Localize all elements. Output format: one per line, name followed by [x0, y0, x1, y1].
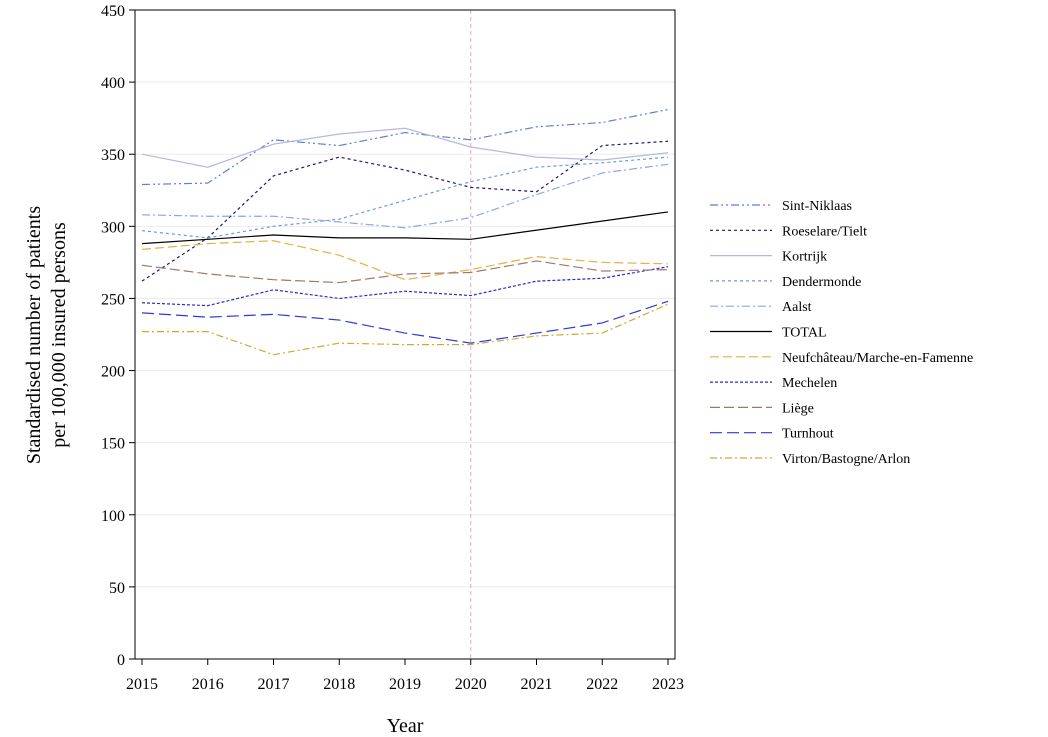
axes — [134, 9, 676, 660]
legend: Sint-Niklaas Roeselare/Tielt Kortrijk Dende… — [710, 199, 973, 467]
legend-label-8: Liège — [782, 401, 814, 416]
y-tick-label-100: 100 — [101, 508, 125, 525]
x-tick-label-2019: 2019 — [389, 676, 421, 693]
series-line-5 — [141, 211, 669, 245]
y-tick-label-50: 50 — [109, 580, 125, 597]
x-tick-label-2020: 2020 — [455, 676, 487, 693]
legend-label-7: Mechelen — [782, 376, 837, 391]
y-tick-label-350: 350 — [101, 147, 125, 164]
series-line-6 — [141, 240, 669, 281]
legend-label-0: Sint-Niklaas — [782, 199, 852, 214]
legend-label-5: TOTAL — [782, 326, 827, 341]
legend-label-9: Turnhout — [782, 427, 834, 442]
legend-label-1: Roeselare/Tielt — [782, 224, 867, 239]
x-axis-title: Year — [387, 715, 424, 737]
y-tick-label-250: 250 — [101, 291, 125, 308]
y-axis-title-line-2: per 100,000 insured persons — [48, 222, 70, 448]
legend-label-2: Kortrijk — [782, 250, 827, 265]
y-tick-label-300: 300 — [101, 219, 125, 236]
series-line-2 — [141, 127, 669, 168]
gridlines — [135, 9, 675, 588]
series-line-7 — [141, 266, 669, 307]
y-tick-label-450: 450 — [101, 3, 125, 20]
plot-frame — [134, 9, 676, 660]
legend-label-4: Aalst — [782, 300, 812, 315]
y-axis-title-line-1: Standardised number of patients — [23, 206, 45, 464]
legend-label-6: Neufchâteau/Marche-en-Famenne — [782, 351, 973, 366]
x-tick-label-2018: 2018 — [323, 676, 355, 693]
x-tick-label-2022: 2022 — [586, 676, 618, 693]
tick-labels: 0 50 100 150 200 250 300 350 400 450 2015 2016 2017 2… — [101, 3, 684, 693]
x-tick-label-2021: 2021 — [521, 676, 553, 693]
y-tick-label-150: 150 — [101, 436, 125, 453]
series-layer — [141, 108, 669, 356]
series-line-10 — [142, 303, 669, 356]
x-tick-label-2017: 2017 — [258, 676, 290, 693]
y-tick-label-200: 200 — [101, 364, 125, 381]
legend-label-10: Virton/Bastogne/Arlon — [782, 452, 910, 467]
series-line-4 — [141, 163, 669, 229]
x-tick-label-2016: 2016 — [192, 676, 224, 693]
y-tick-label-0: 0 — [117, 652, 125, 669]
x-tick-label-2023: 2023 — [652, 676, 684, 693]
y-tick-label-400: 400 — [101, 75, 125, 92]
legend-label-3: Dendermonde — [782, 275, 861, 290]
series-line-1 — [141, 140, 669, 282]
x-tick-label-2015: 2015 — [126, 676, 158, 693]
series-line-0 — [141, 108, 669, 186]
series-line-8 — [141, 260, 669, 284]
series-line-9 — [141, 300, 669, 344]
